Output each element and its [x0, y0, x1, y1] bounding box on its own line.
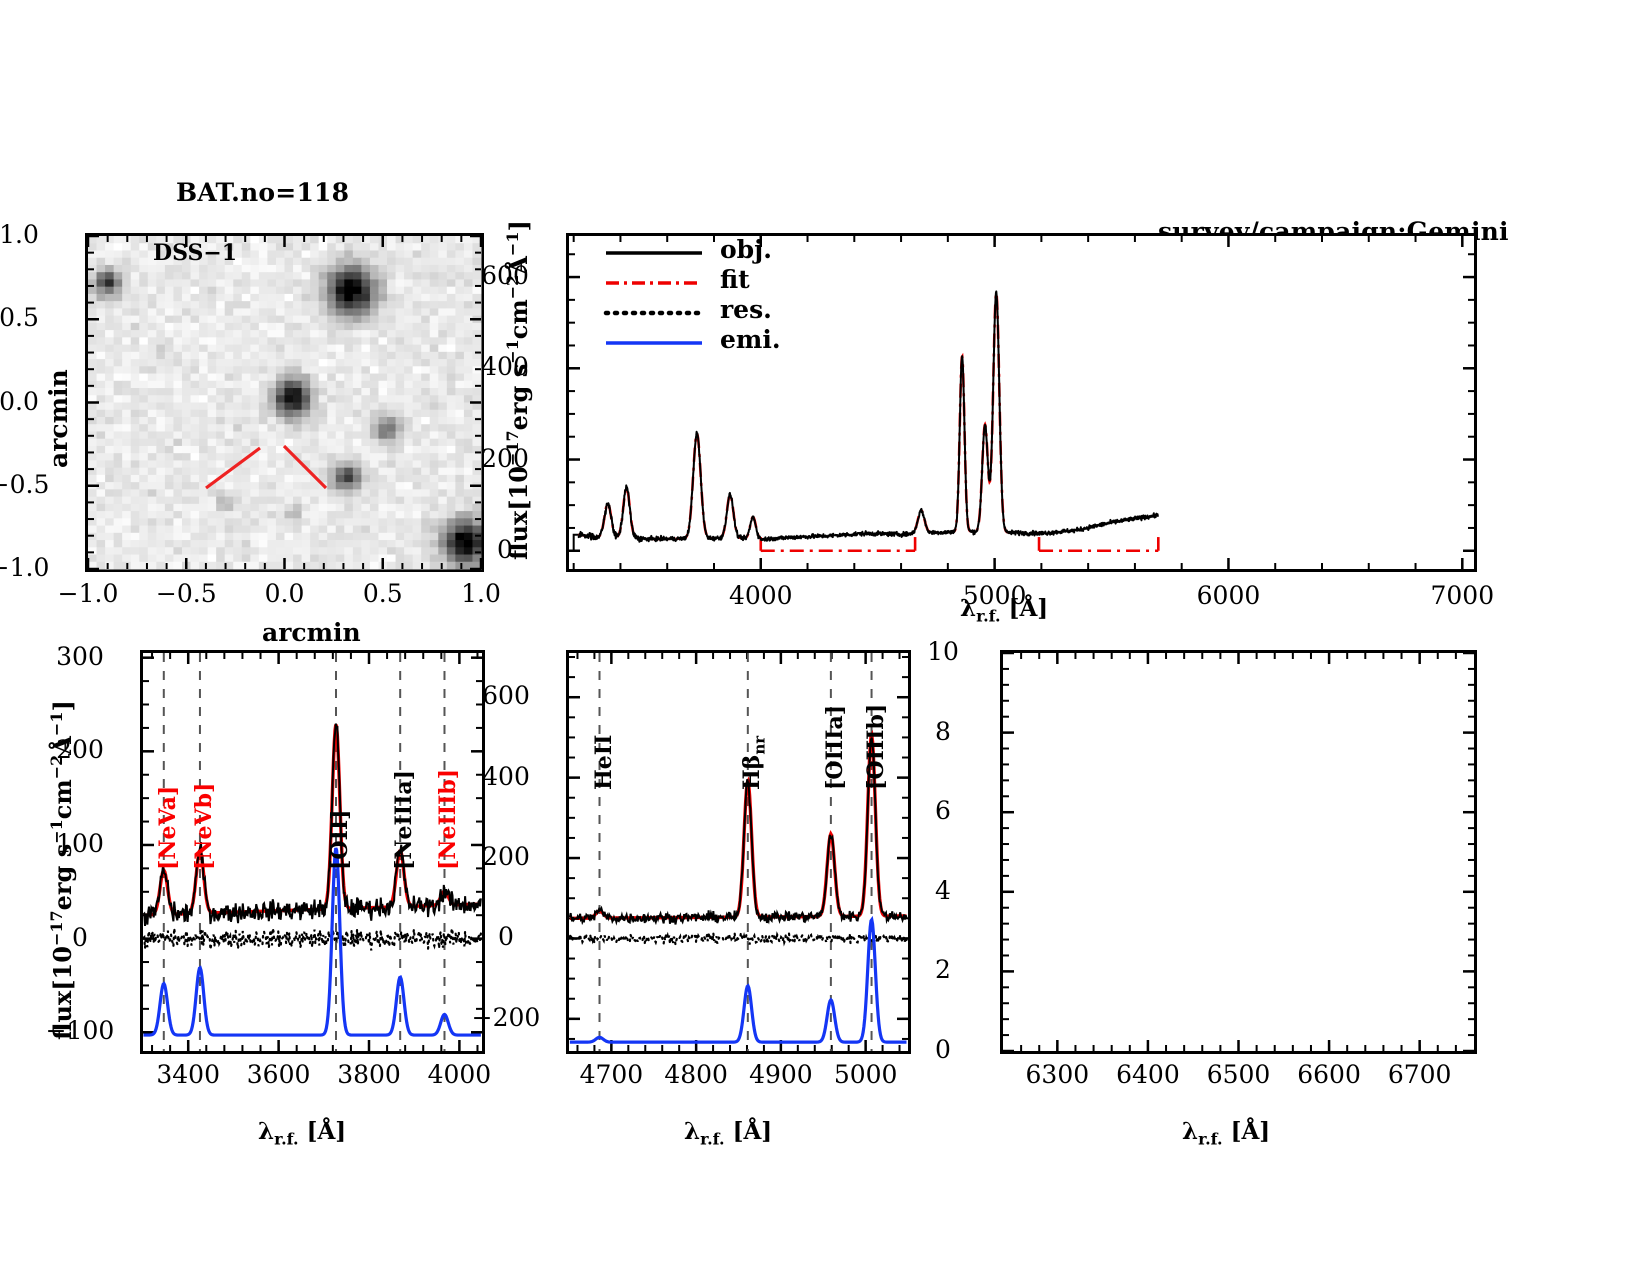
legend-label: emi.: [720, 325, 781, 354]
full-ytick-3: 600: [481, 261, 529, 291]
xtick-0: 4700: [579, 1060, 644, 1089]
dss-ytick-4: 1.0: [0, 220, 39, 249]
ytick-4: 300: [56, 641, 104, 671]
pointer-line-left: [205, 446, 261, 490]
empty-xtick-0: 6300: [1025, 1060, 1090, 1089]
empty-xtick-2: 6500: [1206, 1060, 1271, 1089]
empty-xtick-3: 6600: [1297, 1060, 1361, 1089]
full-xaxis-label: λr.f. [Å]: [960, 595, 1049, 626]
dss-xtick-3: 0.5: [362, 579, 403, 608]
dss-xtick-1: −0.5: [155, 579, 217, 608]
ytick-1: 0: [72, 922, 88, 952]
empty-ytick-5: 10: [927, 637, 959, 666]
lambda-symbol: λ: [258, 1118, 275, 1145]
lambda-symbol: λ: [1182, 1118, 1199, 1145]
dss-yaxis-label: arcmin: [44, 369, 73, 468]
dss-image-canvas: [86, 234, 483, 571]
dss-xtick-2: 0.0: [264, 579, 305, 608]
full-ytick-1: 200: [481, 443, 529, 473]
fit-spectrum-trace: [913, 292, 1039, 535]
empty-ytick-3: 6: [935, 796, 951, 826]
red-zoom-canvas: [568, 653, 908, 1051]
full-xtick-3: 7000: [1430, 581, 1495, 610]
empty-ytick-4: 8: [935, 716, 951, 746]
bat-number: BAT.no=118: [176, 178, 350, 207]
object-spectrum-trace: [577, 290, 1159, 543]
dss-ytick-2: 0.0: [0, 386, 39, 416]
dss-ytick-0: −1.0: [0, 553, 50, 582]
xtick-3: 5000: [833, 1060, 898, 1089]
ytick-1: 0: [498, 922, 514, 952]
xtick-0: 3400: [156, 1060, 220, 1089]
lambda-symbol: λ: [684, 1118, 701, 1145]
xtick-2: 4900: [749, 1060, 813, 1089]
blue-xaxis-label: λr.f. [Å]: [258, 1118, 347, 1149]
lambda-symbol: λ: [960, 595, 977, 622]
empty-xtick-1: 6400: [1116, 1060, 1180, 1089]
object-trace: [142, 723, 482, 927]
red-xaxis-label: λr.f. [Å]: [684, 1118, 773, 1149]
full-ytick-2: 400: [481, 352, 529, 382]
xtick-2: 3800: [337, 1060, 401, 1089]
emission-model-trace: [143, 847, 481, 1037]
legend-label: fit: [720, 265, 750, 294]
full-xtick-1: 5000: [962, 581, 1027, 610]
line-label-NeIIIa: [NeIIIa]: [391, 769, 418, 870]
dss-image-panel: [85, 233, 484, 572]
line-label-NeVb: [NeVb]: [190, 782, 217, 870]
legend-swatch-solid: [606, 251, 702, 255]
empty-range-panel: [1000, 650, 1477, 1054]
ytick-3: 400: [482, 761, 530, 791]
line-label-NeVa: [NeVa]: [154, 785, 181, 870]
residual-trace: [568, 930, 908, 947]
empty-ytick-1: 2: [935, 955, 951, 985]
fit-spectrum-trace: [578, 431, 762, 541]
line-label-OIIIb: [OIIIb]: [862, 703, 889, 790]
legend-label: res.: [720, 295, 772, 324]
legend-swatch-solid: [606, 341, 702, 345]
line-label-OII: [OII]: [327, 809, 353, 870]
full-spectrum-panel: [566, 233, 1477, 572]
xtick-1: 4800: [664, 1060, 728, 1089]
line-label-HeII: HeII: [590, 734, 617, 790]
dss-ytick-1: −0.5: [0, 469, 50, 499]
ytick-2: 200: [482, 842, 530, 872]
empty-xaxis-label: λr.f. [Å]: [1182, 1118, 1271, 1149]
empty-range-canvas: [1003, 651, 1474, 1053]
xtick-1: 3600: [246, 1060, 311, 1089]
red-zoom-panel: [566, 650, 911, 1054]
ytick-3: 200: [56, 735, 104, 765]
legend-swatch-dashdot: [606, 281, 702, 285]
dss-xtick-4: 1.0: [461, 579, 501, 608]
full-xtick-0: 4000: [728, 581, 793, 610]
xtick-3: 4000: [427, 1060, 492, 1089]
dss-xtick-0: −1.0: [57, 579, 119, 608]
ytick-4: 600: [482, 681, 530, 711]
full-spectrum-canvas: [569, 236, 1474, 569]
ytick-2: 100: [56, 828, 104, 858]
full-ytick-0: 0: [497, 534, 513, 564]
legend-label: obj.: [720, 235, 772, 264]
residual-trace: [142, 927, 482, 951]
blue-zoom-canvas: [142, 653, 482, 1051]
ytick-0: −200: [471, 1002, 541, 1032]
empty-xtick-4: 6700: [1387, 1060, 1452, 1089]
emission-model-trace: [569, 915, 907, 1044]
dss-xaxis-label: arcmin: [262, 618, 361, 647]
object-trace: [568, 737, 908, 926]
pointer-line-right: [282, 444, 328, 490]
full-xtick-2: 6000: [1196, 581, 1261, 610]
legend-swatch-dotted: [603, 310, 705, 316]
dss-ytick-3: 0.5: [0, 303, 39, 333]
blue-zoom-panel: [140, 650, 485, 1054]
line-label-Hβ_nr: Hβnr: [738, 735, 769, 790]
empty-ytick-2: 4: [935, 875, 951, 905]
line-label-OIIIa: [OIIIa]: [821, 704, 848, 790]
ytick-0: −100: [45, 1016, 115, 1046]
dss-corner-label: DSS−1: [153, 240, 238, 266]
empty-ytick-0: 0: [935, 1035, 951, 1064]
